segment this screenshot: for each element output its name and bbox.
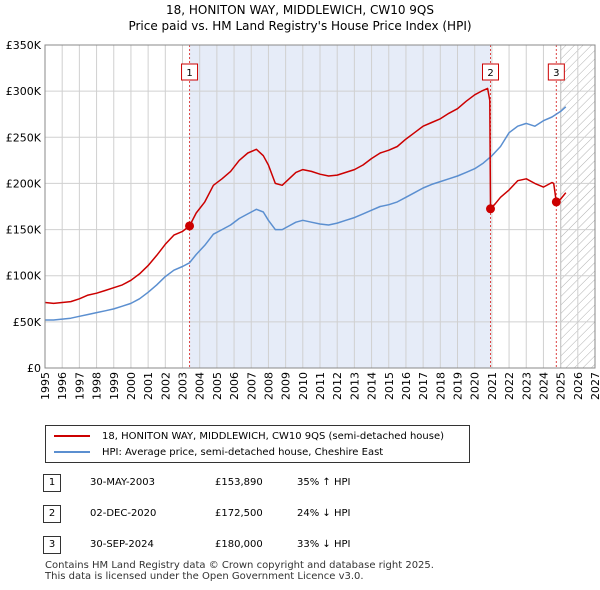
- x-tick-label: 2019: [452, 372, 465, 400]
- sale-point: [185, 221, 195, 231]
- sale-label-box: [547, 63, 565, 81]
- property-series-line: [45, 87, 567, 305]
- x-tick-label: 2005: [211, 372, 224, 400]
- sale-label-box: [482, 63, 499, 81]
- x-tick-label: 2008: [262, 372, 275, 400]
- sale-price: £180,000: [215, 539, 263, 550]
- sale-price: £172,500: [215, 508, 263, 519]
- chart-subtitle: Price paid vs. HM Land Registry's House …: [128, 19, 472, 33]
- x-tick-label: 2011: [314, 372, 327, 400]
- x-tick-label: 2024: [537, 372, 550, 400]
- x-tick-label: 2000: [125, 372, 138, 400]
- x-tick-label: 2010: [297, 372, 310, 400]
- y-tick-label: £200K: [6, 177, 42, 190]
- sale-hpi-change: 24% ↓ HPI: [297, 508, 351, 519]
- x-tick-label: 1999: [108, 372, 121, 400]
- y-tick-label: £150K: [6, 224, 42, 237]
- sale-label-number: 2: [487, 68, 493, 79]
- sale-point: [486, 204, 495, 214]
- x-tick-label: 2023: [520, 372, 533, 400]
- y-tick-label: £100K: [6, 270, 42, 283]
- y-tick-label: £300K: [6, 85, 42, 98]
- x-tick-label: 1997: [73, 372, 86, 400]
- x-tick-label: 2018: [434, 372, 447, 400]
- price-chart: 1 2 3 £0 £50K £100K £150K £200K £250K £300K £350K…: [6, 39, 600, 400]
- hpi-series-line: [45, 106, 567, 321]
- x-tick-label: 2025: [555, 372, 568, 400]
- sale-price: £153,890: [215, 477, 263, 488]
- x-tick-label: 2014: [366, 372, 379, 400]
- x-tick-label: 2009: [280, 372, 293, 400]
- x-tick-label: 2013: [348, 372, 361, 400]
- sale-label-number: 1: [186, 68, 192, 79]
- x-tick-label: 2012: [331, 372, 344, 400]
- x-tick-label: 2006: [228, 372, 241, 400]
- plot-border: [44, 44, 596, 369]
- x-tick-label: 2004: [194, 372, 207, 400]
- legend-swatch-hpi: [54, 451, 90, 453]
- sale-number-badge: 3: [43, 536, 61, 554]
- sale-label-box: [181, 63, 199, 81]
- sale-hpi-change: 35% ↑ HPI: [297, 477, 351, 488]
- footer-line-licence: This data is licensed under the Open Gov…: [45, 571, 364, 582]
- y-tick-label: £50K: [13, 316, 42, 329]
- legend-item-property: 18, HONITON WAY, MIDDLEWICH, CW10 9QS (s…: [54, 431, 444, 442]
- sale-date: 02-DEC-2020: [90, 508, 157, 519]
- sale-number-badge: 1: [43, 474, 61, 492]
- x-tick-label: 2007: [245, 372, 258, 400]
- chart-legend: 18, HONITON WAY, MIDDLEWICH, CW10 9QS (s…: [45, 425, 470, 463]
- x-tick-label: 2016: [400, 372, 413, 400]
- x-tick-label: 2002: [159, 372, 172, 400]
- y-tick-label: £0: [27, 362, 41, 375]
- sale-hpi-change: 33% ↓ HPI: [297, 539, 351, 550]
- sale-number-badge: 2: [43, 505, 61, 523]
- legend-label-hpi: HPI: Average price, semi-detached house,…: [102, 447, 384, 458]
- x-tick-label: 2020: [469, 372, 482, 400]
- sale-label-number: 3: [553, 68, 559, 79]
- footer-attribution: Contains HM Land Registry data © Crown c…: [45, 560, 434, 582]
- x-tick-label: 2022: [503, 372, 516, 400]
- x-tick-label: 2017: [417, 372, 430, 400]
- y-tick-label: £250K: [6, 131, 42, 144]
- footer-line-copyright: Contains HM Land Registry data © Crown c…: [45, 560, 434, 571]
- sale-date: 30-SEP-2024: [90, 539, 154, 550]
- legend-item-hpi: HPI: Average price, semi-detached house,…: [54, 447, 383, 458]
- x-tick-label: 2003: [177, 372, 190, 400]
- x-tick-label: 1998: [91, 372, 104, 400]
- x-tick-label: 2015: [383, 372, 396, 400]
- sale-date: 30-MAY-2003: [90, 477, 156, 488]
- y-tick-label: £350K: [6, 39, 42, 52]
- x-tick-label: 2001: [142, 372, 155, 400]
- chart-title: 18, HONITON WAY, MIDDLEWICH, CW10 9QS: [166, 3, 434, 17]
- x-tick-label: 1996: [56, 372, 69, 400]
- legend-label-property: 18, HONITON WAY, MIDDLEWICH, CW10 9QS (s…: [102, 431, 445, 442]
- x-tick-label: 2021: [486, 372, 499, 400]
- sale-point: [551, 197, 561, 207]
- ownership-period-shade: [189, 45, 491, 368]
- legend-swatch-property: [54, 435, 90, 437]
- x-tick-label: 2026: [572, 372, 585, 400]
- x-tick-label: 2027: [589, 372, 600, 400]
- x-tick-label: 1995: [39, 372, 52, 400]
